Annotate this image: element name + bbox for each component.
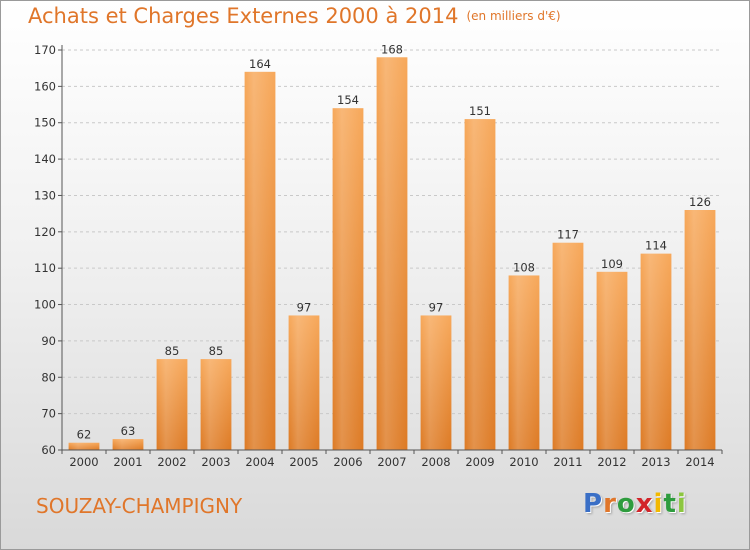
y-tick-label: 170 (34, 43, 56, 57)
x-tick-label: 2007 (377, 455, 406, 469)
y-axis: 60 70 80 90 100 110 120 130 140 150 160 170 (34, 43, 63, 457)
logo-letter: o (616, 489, 636, 519)
bar-value-label: 85 (165, 344, 180, 358)
bar-highlight (508, 275, 540, 450)
bar-group: 109 (596, 257, 628, 450)
y-tick-label: 120 (34, 225, 56, 239)
bar-group: 151 (464, 104, 496, 450)
x-tick-label: 2005 (289, 455, 318, 469)
x-tick-label: 2014 (685, 455, 714, 469)
y-tick-label: 100 (34, 298, 56, 312)
logo-letter: t (663, 489, 677, 519)
x-axis: 2000 2001 2002 2003 2004 2005 2006 2007 2008 2009… (61, 449, 723, 469)
bar-group: 108 (508, 260, 540, 450)
logo-letter: P (583, 489, 604, 519)
y-tick-label: 130 (34, 188, 56, 202)
logo-letter: x (635, 489, 654, 519)
x-tick-label: 2002 (157, 455, 186, 469)
proxiti-logo: Proxiti (583, 489, 687, 519)
x-tick-label: 2010 (509, 455, 538, 469)
bar-value-label: 85 (209, 344, 224, 358)
x-tick-label: 2011 (553, 455, 582, 469)
bar-group: 85 (200, 344, 232, 450)
y-tick-label: 80 (41, 370, 56, 384)
bar-value-label: 62 (77, 428, 92, 442)
x-tick-label: 2008 (421, 455, 450, 469)
bar-highlight (420, 315, 452, 450)
bar-value-label: 164 (249, 57, 271, 71)
x-tick-label: 2009 (465, 455, 494, 469)
bar-highlight (376, 57, 408, 450)
bar-group: 62 (68, 428, 100, 450)
chart-title: Achats et Charges Externes 2000 à 2014 (e… (28, 4, 561, 28)
bar-highlight (596, 271, 628, 450)
bar-highlight (156, 359, 188, 450)
bar-value-label: 109 (601, 257, 623, 271)
bar-group: 97 (288, 300, 320, 450)
bar-value-label: 97 (429, 300, 444, 314)
x-tick-label: 2001 (113, 455, 142, 469)
bar-group: 117 (552, 228, 584, 450)
bar-value-label: 151 (469, 104, 491, 118)
bar-highlight (332, 108, 364, 450)
logo-letter: r (603, 489, 617, 519)
bar-group: 164 (244, 57, 276, 451)
bars: 62 63 85 85 164 97 154 168 97 151 108 117 109 114 126 (68, 42, 716, 451)
x-tick-label: 2013 (641, 455, 670, 469)
bar-highlight (640, 253, 672, 450)
logo-letter: i (653, 489, 664, 519)
y-tick-label: 150 (34, 116, 56, 130)
bar-highlight (244, 71, 276, 451)
chart-unit: (en milliers d'€) (466, 9, 561, 23)
bar-group: 114 (640, 239, 672, 450)
bar-highlight (200, 359, 232, 450)
bar-highlight (68, 442, 100, 450)
bar-group: 85 (156, 344, 188, 450)
bar-value-label: 168 (381, 42, 403, 56)
commune-name: SOUZAY-CHAMPIGNY (36, 494, 243, 518)
y-tick-label: 90 (41, 334, 56, 348)
y-tick-label: 110 (34, 261, 56, 275)
bar-group: 168 (376, 42, 408, 450)
bar-highlight (112, 439, 144, 450)
bar-value-label: 63 (121, 424, 136, 438)
bar-value-label: 126 (689, 195, 711, 209)
bar-highlight (464, 119, 496, 450)
x-tick-label: 2000 (69, 455, 98, 469)
bar-group: 154 (332, 93, 364, 450)
bar-highlight (288, 315, 320, 450)
y-tick-label: 160 (34, 79, 56, 93)
y-tick-label: 140 (34, 152, 56, 166)
x-tick-label: 2012 (597, 455, 626, 469)
bar-highlight (552, 242, 584, 450)
y-tick-label: 70 (41, 407, 56, 421)
x-tick-label: 2006 (333, 455, 362, 469)
bar-group: 97 (420, 300, 452, 450)
bar-value-label: 117 (557, 228, 579, 242)
logo-letter: i (676, 489, 687, 519)
chart-title-text: Achats et Charges Externes 2000 à 2014 (28, 4, 459, 28)
bar-group: 126 (684, 195, 716, 450)
bar-highlight (684, 210, 716, 450)
bar-value-label: 97 (297, 300, 312, 314)
x-tick-label: 2003 (201, 455, 230, 469)
bar-value-label: 114 (645, 239, 667, 253)
x-tick-label: 2004 (245, 455, 274, 469)
bar-value-label: 108 (513, 260, 535, 274)
bar-group: 63 (112, 424, 144, 450)
bar-value-label: 154 (337, 93, 359, 107)
y-tick-label: 60 (41, 443, 56, 457)
